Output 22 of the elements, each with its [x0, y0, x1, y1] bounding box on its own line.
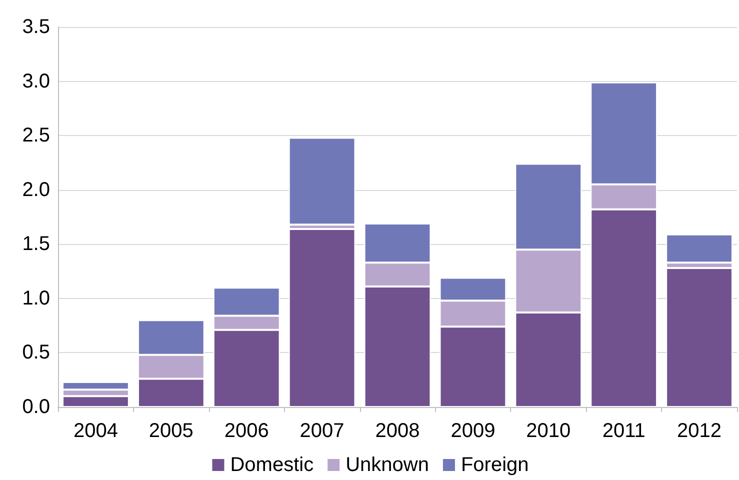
legend-label: Foreign: [460, 454, 529, 476]
bar: [288, 228, 356, 407]
x-tick-label: 2012: [677, 420, 722, 442]
x-tick-label: 2007: [300, 420, 344, 442]
x-tick-label: 2011: [602, 420, 646, 442]
x-tick-label: 2004: [73, 420, 118, 442]
y-tick-label: 0.0: [22, 396, 50, 418]
y-tick-label: 2.5: [22, 124, 50, 147]
y-tick-label: 0.5: [22, 342, 50, 364]
legend-label: Domestic: [230, 454, 314, 476]
y-tick-label: 3.0: [22, 70, 50, 92]
x-tick-label: 2009: [450, 420, 496, 442]
x-tick-label: 2006: [224, 420, 269, 442]
bar: [288, 138, 356, 225]
y-tick-label: 1.0: [22, 287, 50, 310]
x-tick-label: 2010: [526, 420, 571, 442]
x-tick-label: 2005: [148, 420, 194, 442]
y-tick-label: 2.0: [22, 178, 50, 201]
y-tick-label: 1.5: [22, 233, 50, 256]
y-tick-label: 3.5: [22, 16, 50, 38]
x-tick-label: 2008: [375, 420, 420, 442]
legend-label: Unknown: [346, 454, 429, 476]
